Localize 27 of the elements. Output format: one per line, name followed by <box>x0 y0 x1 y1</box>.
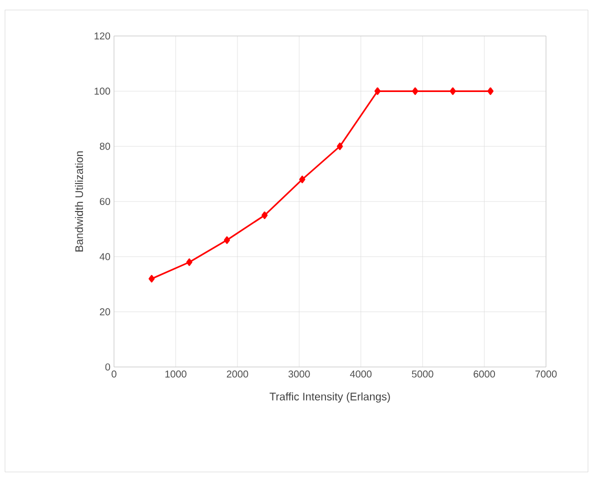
x-tick-label: 4000 <box>350 370 372 378</box>
x-tick-label: 6000 <box>474 370 495 378</box>
y-tick-label: 60 <box>100 198 110 206</box>
y-tick-label: 40 <box>100 253 110 260</box>
x-tick-label: 1000 <box>165 370 186 378</box>
point <box>186 258 192 266</box>
point <box>374 87 381 95</box>
y-tick-label: 20 <box>100 308 110 316</box>
y-tick-label: 100 <box>94 88 110 95</box>
point <box>224 236 230 244</box>
x-tick-label: 2000 <box>226 370 248 378</box>
x-tick-label: 7000 <box>535 370 557 378</box>
y-tick-label: 80 <box>100 142 110 150</box>
point <box>148 274 155 283</box>
x-axis-title: Traffic Intensity (Erlangs) <box>270 392 390 403</box>
point <box>450 87 456 95</box>
point <box>487 87 494 95</box>
y-axis-title: Bandwidth Utilization <box>74 151 84 252</box>
y-tick-label: 0 <box>105 363 110 371</box>
y-tick-label: 120 <box>94 32 110 40</box>
point <box>412 87 418 95</box>
x-tick-label: 0 <box>112 370 116 378</box>
point <box>299 176 306 184</box>
x-tick-label: 3000 <box>288 370 310 378</box>
point <box>262 211 268 220</box>
point <box>336 142 343 150</box>
x-tick-label: 5000 <box>412 370 434 378</box>
